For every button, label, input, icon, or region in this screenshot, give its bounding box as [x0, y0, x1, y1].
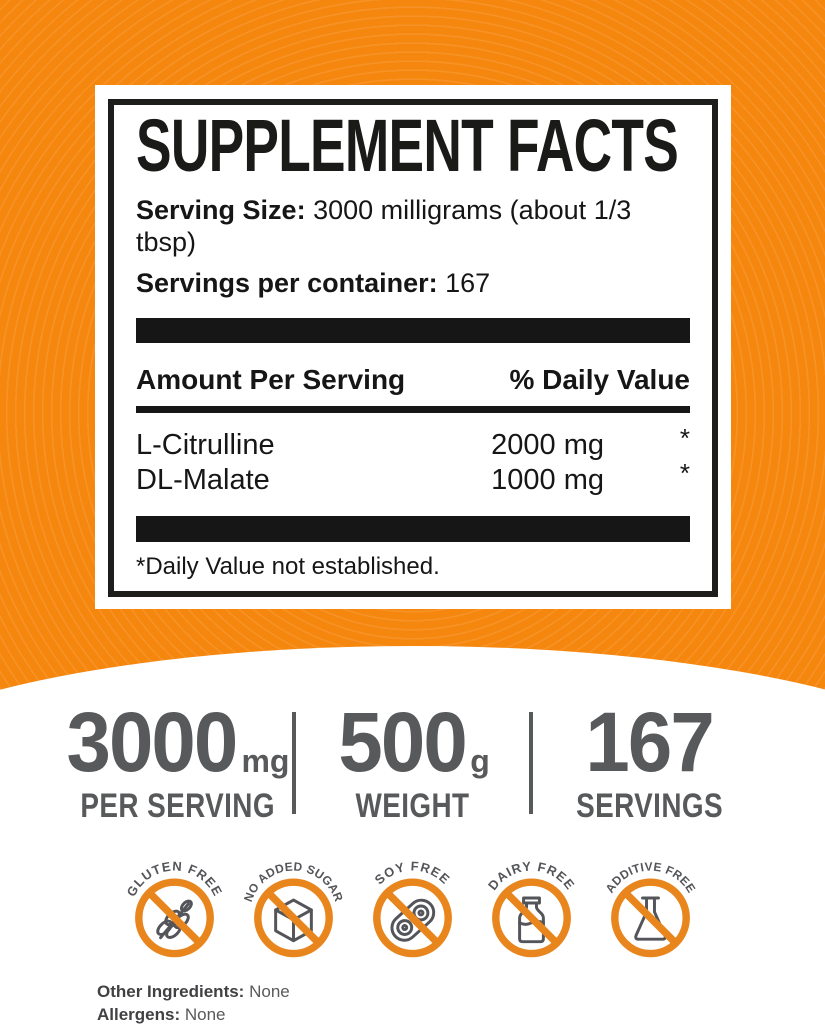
stat-value: 167 — [585, 695, 714, 789]
product-stats-row: 3000 mg PER SERVING 500 g WEIGHT 167 SER… — [0, 700, 825, 826]
stat-number: 3000 mg — [59, 695, 292, 789]
stat-value: 500 — [338, 695, 467, 789]
stat-unit: g — [470, 743, 490, 779]
no-added-sugar-badge: NO ADDED SUGAR — [234, 842, 353, 964]
supplement-facts-title: SUPPLEMENT FACTS — [136, 104, 679, 187]
additive-free-badge: ADDITIVE FREE — [591, 842, 710, 964]
stat-number: 500 g — [296, 695, 529, 789]
stat-divider — [292, 712, 296, 814]
serving-size-line: Serving Size: 3000 milligrams (about 1/3… — [136, 194, 690, 258]
milk-bottle-icon: DAIRY FREE — [485, 858, 578, 958]
stat-label: SERVINGS — [576, 787, 723, 825]
ingredient-name: L-Citrulline — [136, 429, 275, 461]
dairy-free-badge: DAIRY FREE — [472, 842, 591, 964]
svg-text:DAIRY FREE: DAIRY FREE — [485, 858, 578, 892]
table-row: DL-Malate 1000 mg * — [136, 458, 690, 497]
divider-bar-bottom — [136, 516, 690, 542]
stat-label: WEIGHT — [355, 787, 470, 825]
stat-value: 3000 — [66, 695, 238, 789]
stat-number: 167 — [533, 695, 766, 789]
serving-size-value: 3000 milligrams (about 1/3 tbsp) — [136, 195, 632, 257]
servings-per-container-value: 167 — [437, 268, 491, 298]
stat-weight: 500 g WEIGHT — [296, 700, 529, 826]
supplement-facts-box: SUPPLEMENT FACTS Serving Size: 3000 mill… — [108, 99, 718, 597]
stat-servings: 167 SERVINGS — [533, 700, 766, 826]
serving-size-label: Serving Size: — [136, 195, 306, 225]
orange-hero-background: SUPPLEMENT FACTS Serving Size: 3000 mill… — [0, 0, 825, 712]
ingredient-daily-value: * — [679, 458, 690, 488]
ingredients-footer: Other Ingredients: None Allergens: None — [97, 980, 290, 1024]
soy-free-badge: SOY FREE — [353, 842, 472, 964]
ingredient-name: DL-Malate — [136, 464, 270, 496]
stat-divider — [529, 712, 533, 814]
wheat-icon: GLUTEN FREE — [123, 858, 225, 958]
daily-value-footnote: *Daily Value not established. — [136, 553, 440, 580]
flask-icon: ADDITIVE FREE — [603, 859, 699, 958]
daily-value-header: % Daily Value — [509, 364, 690, 395]
facts-header-row: Amount Per Serving % Daily Value — [136, 364, 690, 396]
stat-per-serving: 3000 mg PER SERVING — [59, 700, 292, 826]
supplement-facts-panel: SUPPLEMENT FACTS Serving Size: 3000 mill… — [95, 85, 731, 609]
sugar-cube-icon: NO ADDED SUGAR — [241, 859, 346, 958]
soy-pod-icon: SOY FREE — [372, 858, 452, 958]
other-ingredients-label: Other Ingredients: — [97, 982, 245, 1001]
servings-per-container-line: Servings per container: 167 — [136, 267, 690, 299]
allergens-line: Allergens: None — [97, 1003, 290, 1024]
gluten-free-badge: GLUTEN FREE — [115, 842, 234, 964]
ingredient-amount: 1000 mg — [491, 464, 604, 496]
allergens-label: Allergens: — [97, 1005, 181, 1024]
allergens-value: None — [180, 1005, 226, 1024]
amount-per-serving-header: Amount Per Serving — [136, 364, 406, 395]
free-from-badges-row: GLUTEN FREE NO ADDED SUGAR — [0, 842, 825, 964]
stat-unit: mg — [241, 743, 290, 779]
ingredient-daily-value: * — [679, 423, 690, 453]
table-row: L-Citrulline 2000 mg * — [136, 423, 690, 462]
other-ingredients-value: None — [244, 982, 290, 1001]
ingredient-amount: 2000 mg — [491, 429, 604, 461]
svg-text:ADDITIVE FREE: ADDITIVE FREE — [603, 859, 699, 895]
header-rule — [136, 406, 690, 413]
stat-label: PER SERVING — [80, 787, 275, 825]
servings-per-container-label: Servings per container: — [136, 268, 438, 298]
other-ingredients-line: Other Ingredients: None — [97, 980, 290, 1003]
divider-bar-top — [136, 318, 690, 343]
